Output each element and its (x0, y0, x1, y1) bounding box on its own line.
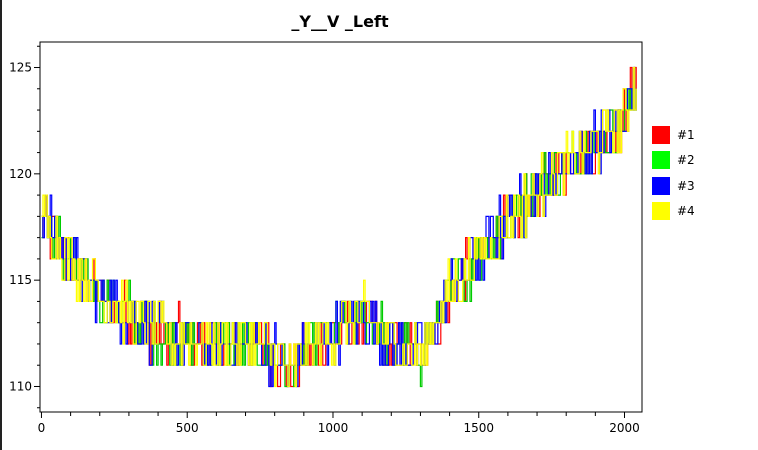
legend-label-1: #1 (677, 127, 695, 142)
legend-label-3: #3 (677, 178, 695, 193)
window-edge (0, 0, 2, 450)
x-axis: 0 500 1000 1500 2000 (38, 412, 640, 435)
x-tick-label: 0 (38, 421, 46, 435)
legend: #1 #2 #3 #4 (652, 122, 695, 224)
y-tick-label: 115 (9, 273, 32, 287)
plot-area-frame (39, 41, 643, 413)
y-tick-label: 110 (9, 379, 32, 393)
legend-label-4: #4 (677, 204, 695, 219)
x-tick-label: 1500 (463, 421, 494, 435)
y-axis: 110 115 120 125 (9, 45, 40, 409)
y-tick-label: 120 (9, 167, 32, 181)
legend-item-3: #3 (652, 173, 695, 199)
legend-swatch-4 (652, 202, 670, 221)
legend-swatch-3 (652, 176, 670, 195)
legend-item-4: #4 (652, 199, 695, 225)
chart-title: _Y__V _Left (291, 12, 389, 31)
legend-item-2: #2 (652, 148, 695, 174)
x-tick-label: 1000 (318, 421, 349, 435)
x-tick-label: 500 (176, 421, 199, 435)
legend-item-1: #1 (652, 122, 695, 148)
series-layer (41, 66, 637, 388)
series-line-3 (41, 66, 637, 388)
legend-label-2: #2 (677, 153, 695, 168)
x-tick-label: 2000 (609, 421, 640, 435)
legend-swatch-1 (652, 125, 670, 144)
series-line-4 (41, 66, 637, 388)
legend-swatch-2 (652, 151, 670, 170)
y-tick-label: 125 (9, 61, 32, 75)
